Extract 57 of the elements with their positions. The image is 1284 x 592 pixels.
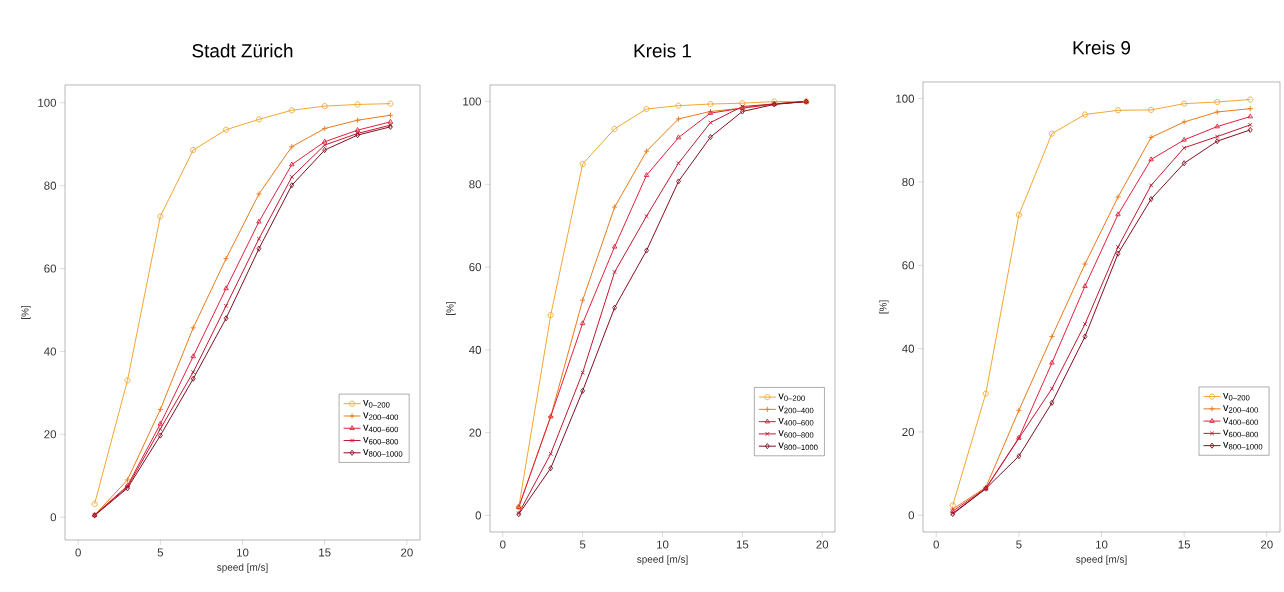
- y-tick-label: 100: [463, 97, 482, 106]
- x-tick-label: 0: [933, 540, 939, 549]
- y-axis-title: [%]: [879, 300, 889, 314]
- y-tick-label: 20: [902, 427, 915, 437]
- legend-label: v$_{600–800}$: [363, 436, 399, 445]
- x-tick-label: 0: [75, 548, 81, 557]
- legend-label: v$_{400–600}$: [778, 417, 814, 426]
- y-tick-label: 80: [469, 180, 482, 189]
- x-tick-label: 5: [579, 540, 586, 549]
- x-tick-label: 15: [319, 548, 331, 557]
- x-tick-label: 15: [736, 540, 749, 549]
- y-axis-title: [%]: [446, 301, 456, 315]
- legend-label: v$_{200–400}$: [1223, 405, 1259, 413]
- legend-label: v$_{0–200}$: [1223, 392, 1250, 401]
- legend-label: v$_{800–1000}$: [1223, 442, 1263, 450]
- y-tick-label: 80: [44, 181, 57, 190]
- y-tick-label: 20: [44, 430, 57, 439]
- x-tick-label: 5: [1016, 540, 1022, 549]
- x-tick-label: 10: [237, 548, 249, 557]
- y-tick-label: 60: [44, 264, 57, 273]
- y-tick-label: 0: [50, 513, 57, 522]
- legend-label: v$_{600–800}$: [778, 430, 814, 438]
- x-tick-label: 20: [1261, 540, 1273, 549]
- y-tick-label: 80: [902, 177, 915, 187]
- legend-label: v$_{600–800}$: [1223, 429, 1259, 438]
- x-axis-title: speed [m/s]: [1076, 555, 1127, 565]
- x-tick-label: 5: [157, 548, 164, 557]
- legend-label: v$_{800–1000}$: [363, 449, 403, 457]
- y-tick-label: 60: [469, 263, 482, 272]
- y-tick-label: 100: [38, 98, 57, 107]
- x-tick-label: 15: [1178, 540, 1191, 549]
- y-axis-title: [%]: [21, 305, 31, 319]
- legend-label: v$_{200–400}$: [778, 405, 814, 414]
- y-tick-label: 100: [896, 94, 915, 103]
- x-tick-label: 10: [657, 540, 669, 549]
- y-tick-label: 40: [902, 344, 915, 353]
- legend-label: v$_{400–600}$: [1223, 417, 1259, 425]
- x-tick-label: 20: [816, 540, 829, 549]
- y-tick-label: 20: [469, 428, 482, 437]
- legend-label: v$_{0–200}$: [778, 393, 805, 401]
- chart-title: Kreis 9: [1073, 40, 1131, 55]
- x-tick-label: 10: [1096, 540, 1108, 549]
- y-tick-label: 60: [902, 261, 915, 270]
- legend-label: v$_{800–1000}$: [778, 442, 818, 451]
- legend-label: v$_{0–200}$: [363, 400, 390, 408]
- x-tick-label: 20: [401, 548, 413, 557]
- x-axis-title: speed [m/s]: [637, 555, 688, 565]
- y-tick-label: 0: [475, 511, 482, 520]
- y-tick-label: 0: [908, 511, 915, 520]
- legend-label: v$_{200–400}$: [363, 412, 399, 420]
- legend-label: v$_{400–600}$: [363, 424, 399, 433]
- x-tick-label: 0: [500, 540, 506, 549]
- x-axis-title: speed [m/s]: [217, 563, 268, 573]
- chart-title: Stadt Zürich: [192, 43, 293, 58]
- y-tick-label: 40: [469, 345, 482, 354]
- y-tick-label: 40: [44, 347, 57, 356]
- chart-title: Kreis 1: [634, 43, 692, 58]
